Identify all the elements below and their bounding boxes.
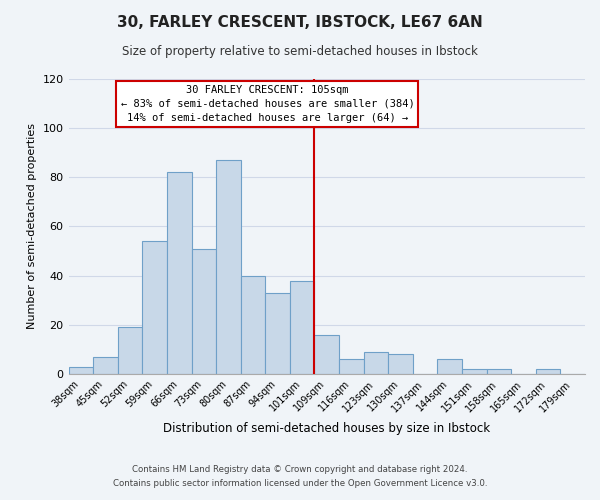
Bar [142, 241, 167, 374]
Bar [437, 359, 462, 374]
Text: 30, FARLEY CRESCENT, IBSTOCK, LE67 6AN: 30, FARLEY CRESCENT, IBSTOCK, LE67 6AN [117, 15, 483, 30]
Bar [265, 293, 290, 374]
Bar [536, 369, 560, 374]
Bar [339, 359, 364, 374]
Bar [487, 369, 511, 374]
Bar [216, 160, 241, 374]
Bar [241, 276, 265, 374]
Bar [314, 334, 339, 374]
Bar [93, 356, 118, 374]
Bar [167, 172, 191, 374]
Bar [364, 352, 388, 374]
Bar [118, 327, 142, 374]
Text: Contains HM Land Registry data © Crown copyright and database right 2024.
Contai: Contains HM Land Registry data © Crown c… [113, 466, 487, 487]
Bar [462, 369, 487, 374]
Y-axis label: Number of semi-detached properties: Number of semi-detached properties [27, 124, 37, 330]
Bar [68, 366, 93, 374]
Bar [191, 248, 216, 374]
Bar [388, 354, 413, 374]
Text: Size of property relative to semi-detached houses in Ibstock: Size of property relative to semi-detach… [122, 45, 478, 58]
Bar [290, 280, 314, 374]
Text: 30 FARLEY CRESCENT: 105sqm
← 83% of semi-detached houses are smaller (384)
14% o: 30 FARLEY CRESCENT: 105sqm ← 83% of semi… [121, 85, 414, 123]
X-axis label: Distribution of semi-detached houses by size in Ibstock: Distribution of semi-detached houses by … [163, 422, 490, 435]
